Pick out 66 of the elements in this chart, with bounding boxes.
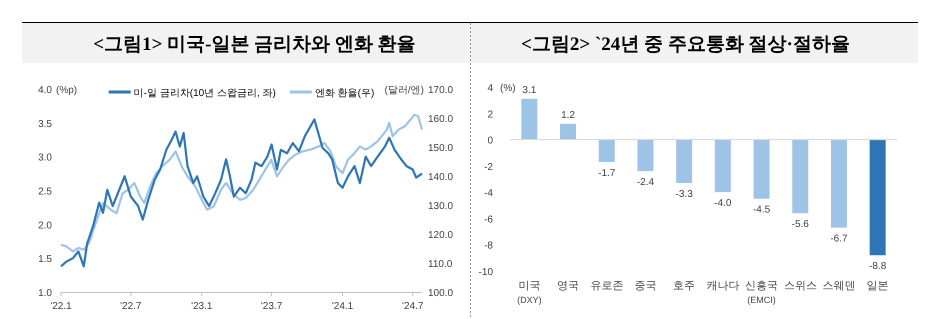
x-tick-label: '24.7 (402, 301, 424, 312)
x-tick-label: '24.1 (332, 301, 354, 312)
y-tick-label: 4.0 (38, 85, 52, 96)
data-label: 1.2 (561, 110, 576, 121)
legend-label: 엔화 환율(우) (314, 88, 374, 99)
bar (521, 98, 538, 140)
x-tick-label: 캐나다 (706, 280, 740, 292)
y-tick-label: -6 (484, 214, 494, 226)
x-tick-label: 일본 (866, 280, 889, 292)
bar (676, 140, 692, 183)
x-tick-label: 호주 (673, 280, 696, 292)
y-tick-label: 3.5 (38, 118, 52, 130)
y2-tick-label: 170.0 (428, 85, 454, 96)
data-label: -2.4 (636, 177, 655, 188)
y-tick-label: 0 (487, 136, 494, 147)
y2-axis-title: (달러/엔) (384, 85, 424, 96)
bar (792, 140, 808, 214)
y-tick-label: 1.0 (38, 288, 52, 299)
bar (560, 124, 576, 140)
data-label: -1.7 (598, 168, 616, 179)
bar (754, 140, 770, 199)
y-tick-label: 3.0 (38, 152, 52, 164)
x-tick-label: 유로존 (590, 280, 624, 292)
y-tick-label: 2.5 (38, 186, 52, 198)
y2-tick-label: 100.0 (428, 288, 454, 299)
y-axis-title: (%) (500, 83, 516, 94)
legend-label: 미-일 금리차(10년 스왑금리, 좌) (134, 88, 276, 99)
data-label: -3.3 (676, 188, 694, 200)
x-tick-label: 스위스 (784, 280, 817, 292)
x-tick-label: 영국 (557, 280, 580, 292)
y2-tick-label: 110.0 (428, 259, 453, 270)
data-label: -4.0 (714, 198, 732, 210)
y-axis-title: (%p) (56, 85, 78, 96)
x-tick-label: 중국 (634, 280, 656, 292)
y2-tick-label: 140.0 (428, 172, 454, 183)
y2-tick-label: 160.0 (428, 114, 454, 125)
x-tick-label: 미국 (DXY) (517, 280, 542, 305)
bar (637, 140, 654, 172)
x-tick-label: '23.1 (191, 301, 213, 312)
y-tick-label: 2.0 (38, 220, 52, 232)
y2-tick-label: 150.0 (428, 143, 454, 154)
bar (598, 140, 615, 162)
y-tick-label: -10 (478, 267, 494, 278)
data-label: 3.1 (522, 84, 537, 96)
y-tick-label: 2 (487, 109, 494, 120)
data-label: -8.8 (869, 261, 887, 272)
x-tick-label: 스웨덴 (822, 280, 856, 292)
bar (714, 140, 731, 192)
y-tick-label: -8 (484, 240, 494, 252)
bar (870, 140, 886, 256)
chart-title: <그림1> 미국-일본 금리차와 엔화 환율 (93, 34, 416, 55)
x-tick-label: '22.1 (50, 301, 72, 312)
x-tick-label: '22.7 (120, 301, 142, 312)
x-tick-label: 신흥국 (EMCI) (745, 280, 778, 305)
y-tick-label: 1.5 (38, 254, 52, 266)
chart-title: <그림2> `24년 중 주요통화 절상·절하율 (521, 34, 850, 55)
y-tick-label: -4 (484, 188, 494, 200)
data-label: -4.5 (752, 204, 771, 216)
data-label: -5.6 (792, 219, 810, 230)
data-label: -6.7 (830, 234, 848, 245)
y-tick-label: -2 (484, 162, 494, 173)
y2-tick-label: 130.0 (428, 201, 454, 212)
bar (830, 140, 847, 228)
y2-tick-label: 120.0 (428, 230, 454, 241)
y-tick-label: 4 (487, 83, 494, 94)
x-tick-label: '23.7 (260, 301, 283, 312)
